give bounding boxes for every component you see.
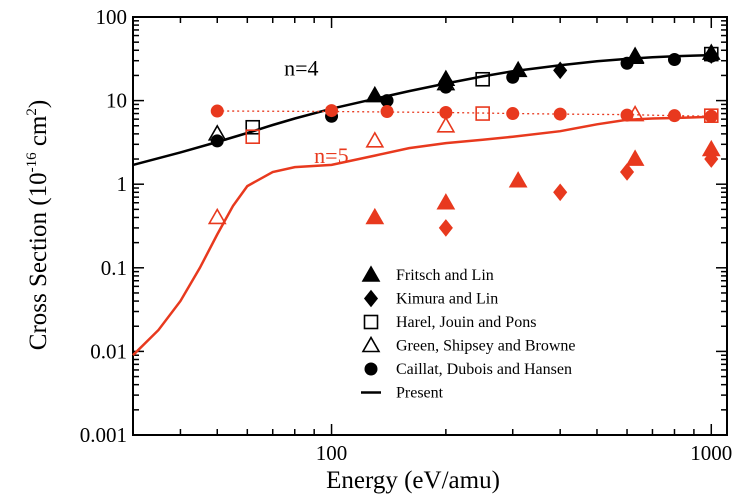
y-tick-label: 0.01 bbox=[90, 339, 127, 363]
series-caillat-dubois-and-hansen-n-5-point bbox=[553, 107, 567, 121]
series-kimura-and-lin-n-4-point bbox=[553, 61, 568, 80]
series-kimura-and-lin-n-5-point bbox=[438, 219, 453, 237]
series-caillat-dubois-and-hansen-n-4-point bbox=[380, 94, 394, 108]
series-caillat-dubois-and-hansen-n-5-point bbox=[380, 105, 394, 119]
legend: Fritsch and Lin Kimura and Lin Harel, Joui… bbox=[361, 265, 576, 402]
series-caillat-dubois-and-hansen-n-5-point bbox=[325, 104, 339, 118]
series-caillat-dubois-and-hansen-n-4-point bbox=[506, 70, 520, 84]
series-present-n-5-line bbox=[132, 115, 712, 357]
series-fritsch-and-lin-n-5-point bbox=[365, 207, 385, 225]
series-green-shipsey-and-browne-n-4-point bbox=[625, 47, 645, 65]
series-green-shipsey-and-browne-n-5-point bbox=[207, 207, 227, 225]
y-axis-title-unit: cm bbox=[25, 115, 52, 152]
series-caillat-dubois-and-hansen-n-5-point bbox=[704, 109, 718, 123]
series-caillat-dubois-and-hansen-n-5-point bbox=[506, 107, 520, 121]
series-fritsch-and-lin-n-5-point bbox=[508, 171, 528, 188]
y-tick-label: 100 bbox=[96, 5, 128, 29]
series-green-shipsey-and-browne-n-5-point bbox=[436, 116, 456, 133]
legend-marker-triangle-open bbox=[361, 335, 381, 353]
legend-label: Green, Shipsey and Browne bbox=[396, 338, 576, 355]
series-harel-jouin-and-pons-n-5-point bbox=[475, 106, 490, 121]
legend-label: Kimura and Lin bbox=[396, 291, 498, 308]
y-axis-title-close: ) bbox=[25, 100, 52, 108]
series-caillat-dubois-and-hansen-n-5-point bbox=[210, 104, 224, 118]
series-caillat-dubois-and-hansen-n-4-point bbox=[667, 53, 681, 67]
legend-label: Fritsch and Lin bbox=[396, 267, 494, 284]
series-layer bbox=[132, 53, 712, 357]
y-tick-label: 0.1 bbox=[101, 256, 127, 280]
tick-labels: 100 1000 0.001 0.01 0.1 1 10 100 bbox=[80, 5, 733, 465]
axis-ticks bbox=[132, 17, 727, 436]
legend-marker-diamond-filled bbox=[363, 289, 379, 308]
legend-marker-square-open bbox=[363, 314, 379, 330]
legend-label: Caillat, Dubois and Hansen bbox=[396, 361, 572, 378]
markers-layer bbox=[207, 43, 721, 237]
series-kimura-and-lin-n-5-point bbox=[553, 183, 568, 202]
legend-label: Present bbox=[396, 385, 444, 402]
series-harel-jouin-and-pons-n-5-point bbox=[245, 129, 261, 144]
series-caillat-dubois-and-hansen-n-4-point bbox=[439, 80, 453, 94]
legend-marker-triangle-filled bbox=[361, 265, 381, 282]
series-green-shipsey-and-browne-n-5-point bbox=[365, 131, 385, 148]
series-caillat-dubois-and-hansen-n-4-point bbox=[210, 134, 224, 148]
plot-border bbox=[132, 16, 728, 436]
legend-label: Harel, Jouin and Pons bbox=[396, 314, 536, 331]
curve-label-n5: n=5 bbox=[314, 143, 348, 168]
curve-label-n4: n=4 bbox=[284, 55, 318, 80]
series-kimura-and-lin-n-5-point bbox=[619, 163, 635, 181]
series-harel-jouin-and-pons-n-4-point bbox=[475, 71, 490, 87]
series-fritsch-and-lin-n-5-point bbox=[625, 149, 645, 166]
y-tick-label: 10 bbox=[106, 89, 127, 113]
plot-frame bbox=[132, 16, 728, 436]
y-axis-title-unit-exponent: 2 bbox=[24, 108, 40, 116]
y-axis-title-exponent: -16 bbox=[24, 152, 40, 172]
annotation-layer: n=4 n=5 bbox=[284, 55, 348, 167]
x-axis-title: Energy (eV/amu) bbox=[326, 467, 500, 494]
series-kimura-and-lin-n-5-point bbox=[704, 150, 719, 168]
y-axis-title: Cross Section (10-16 cm2) bbox=[24, 100, 52, 350]
series-caillat-dubois-and-hansen-n-5-point bbox=[667, 109, 681, 123]
series-caillat-dubois-and-hansen-n-4-point bbox=[620, 56, 634, 70]
y-tick-label: 0.001 bbox=[80, 423, 127, 447]
series-harel-jouin-and-pons-n-4-point bbox=[245, 119, 261, 135]
legend-marker-circle-filled bbox=[364, 362, 378, 376]
series-fritsch-and-lin-n-5-point bbox=[436, 193, 456, 210]
x-tick-label: 100 bbox=[316, 441, 348, 465]
y-axis-title-main: Cross Section (10 bbox=[25, 172, 52, 350]
y-tick-label: 1 bbox=[117, 172, 128, 196]
series-caillat-dubois-and-hansen-n-4-point bbox=[704, 49, 718, 63]
series-caillat-dubois-and-hansen-n-5-point bbox=[620, 108, 634, 122]
x-tick-label: 1000 bbox=[690, 441, 732, 465]
series-fritsch-and-lin-n-4-point bbox=[365, 85, 385, 103]
series-caillat-dubois-and-hansen-n-5-point bbox=[439, 106, 453, 120]
